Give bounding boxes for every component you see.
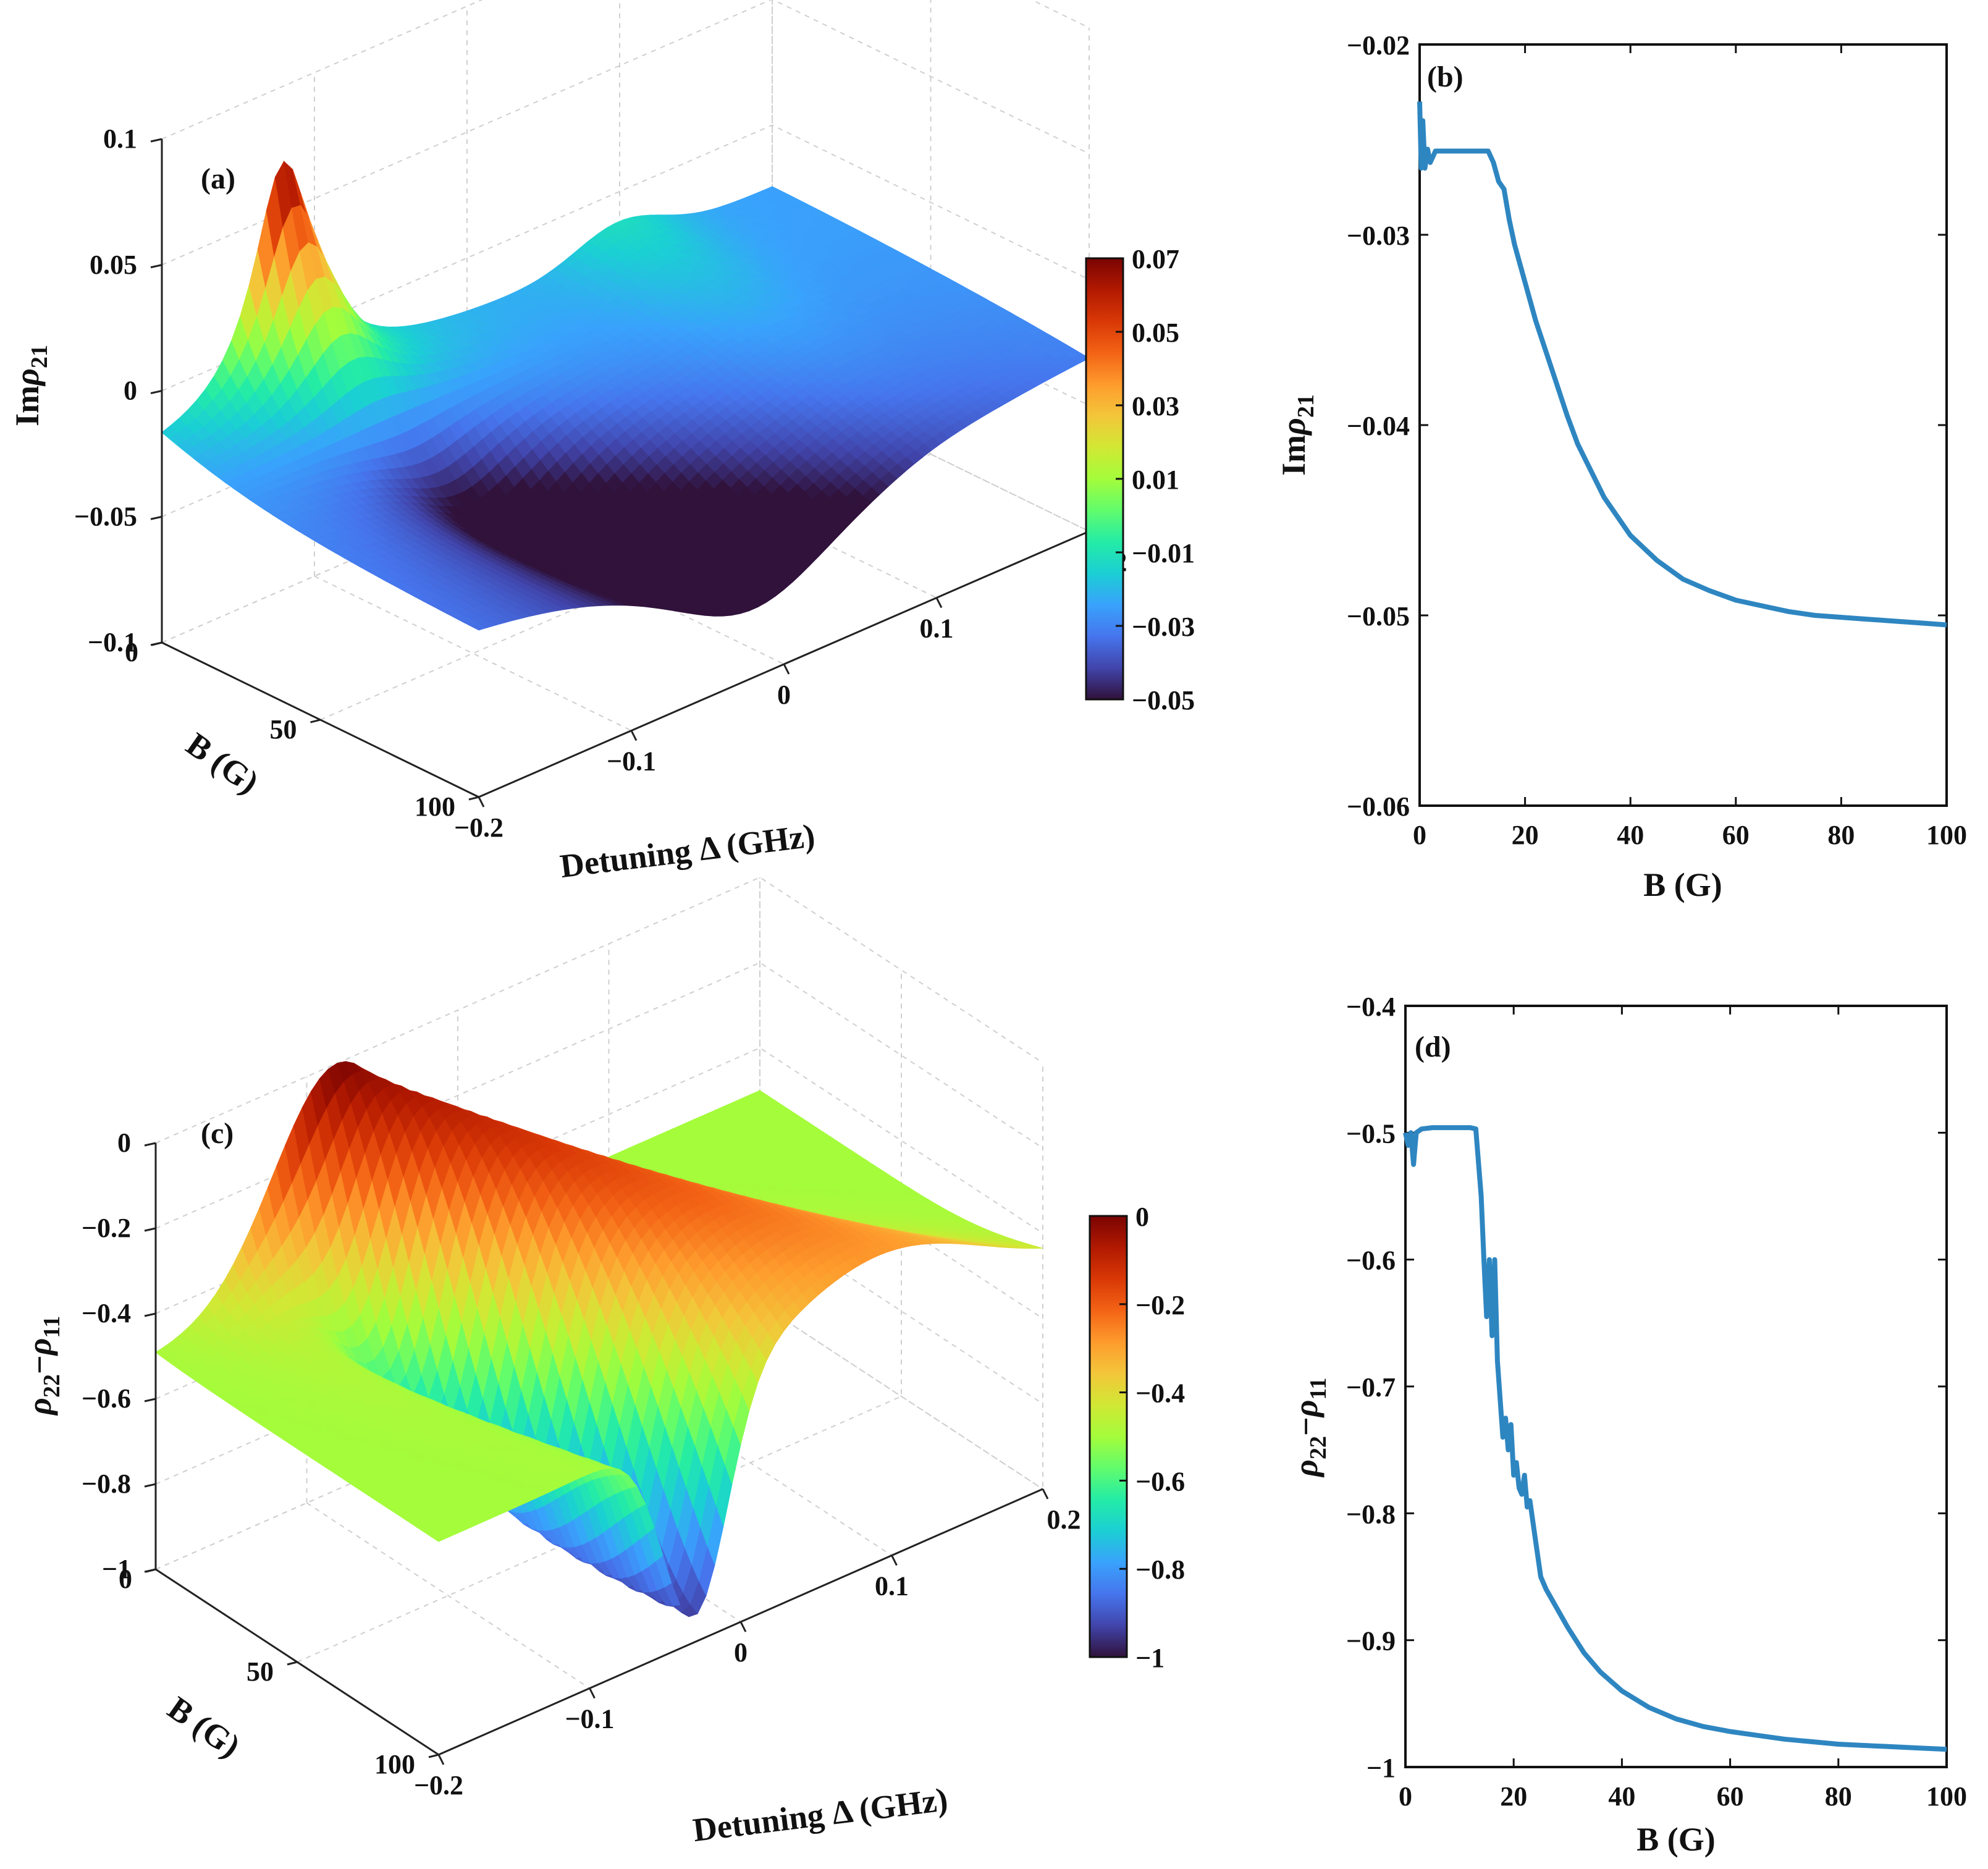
y-tick-mark [468, 796, 479, 801]
panel-b-line-plot: 0 20 40 60 80 100 −0.02 −0.03 −0.04 −0.05 −0.06 (b… [1275, 30, 1967, 903]
panel-a-zlabel-sub: 21 [27, 345, 53, 368]
x-tick-label: 20 [1512, 820, 1539, 850]
panel-b-ylabel-var: ρ [1275, 418, 1312, 436]
z-tick-mark [150, 515, 162, 520]
grid-line [161, 0, 1090, 266]
panel-b-series-line [1417, 101, 1947, 628]
colorbar-tick-label: −0.05 [1132, 685, 1195, 715]
panel-b-xlabel: B (G) [1643, 866, 1722, 903]
y-tick-label: −0.06 [1347, 791, 1410, 822]
panel-a-label: (a) [201, 162, 235, 195]
x-tick-label: −0.1 [607, 746, 656, 777]
x-tick-mark [478, 796, 485, 808]
x-tick-mark [783, 664, 790, 675]
x-tick-mark [935, 597, 943, 609]
panel-a-zlabel: Imρ21 [9, 345, 53, 426]
y-tick-label: 100 [415, 791, 455, 822]
panel-b-frame [1418, 43, 1948, 807]
z-tick-mark [150, 264, 162, 269]
colorbar-tick-label: 0.01 [1132, 465, 1179, 495]
x-tick-label: 60 [1722, 820, 1750, 850]
panel-a-zlabel-var: ρ [9, 368, 46, 387]
panel-b-ylabel: Imρ21 [1275, 394, 1319, 476]
panel-a-xlabel: Detuning Δ (GHz) [558, 817, 817, 885]
x-tick-label: 0 [1413, 820, 1426, 850]
z-tick-label: −0.05 [74, 501, 137, 531]
x-tick-label: 0 [777, 680, 791, 710]
colorbar-tick-label: −0.03 [1132, 612, 1195, 642]
y-tick-label: −0.02 [1347, 30, 1410, 61]
panel-c-surface [155, 1061, 1043, 1618]
colorbar-tick-label: −0.01 [1132, 538, 1195, 568]
panel-a-surface [161, 160, 1090, 631]
y-tick-label: −0.04 [1347, 411, 1410, 441]
z-tick-mark [150, 390, 162, 394]
panel-a-ylabel: B (G) [180, 725, 266, 801]
x-tick-label: 0.1 [920, 614, 954, 644]
colorbar-tick-label: 0.05 [1132, 318, 1179, 348]
panel-b-ylabel-sub: 21 [1293, 394, 1319, 418]
x-tick-mark [630, 730, 638, 741]
y-tick-mark [151, 641, 162, 646]
panel-c-surface-plot: 0−0.2−0.4−0.6−0.8−1050100−0.2−0.100.10.2… [21, 876, 1185, 1849]
z-tick-label: 0 [124, 376, 137, 406]
x-tick-label: 40 [1617, 820, 1644, 850]
x-tick-label: 80 [1827, 820, 1855, 850]
panel-a-colorbar: 0.07 0.05 0.03 0.01 −0.01 −0.03 −0.05 [1085, 244, 1195, 715]
grid-line [161, 0, 1090, 140]
panel-a-zlabel-prefix: Im [9, 386, 46, 426]
z-tick-label: 0.05 [90, 250, 137, 280]
grid-line [155, 876, 1043, 1144]
x-tick-label: −0.2 [454, 812, 503, 843]
y-tick-label: −0.03 [1347, 221, 1410, 251]
y-tick-mark [310, 719, 321, 724]
y-tick-label: 0 [125, 637, 138, 667]
z-tick-mark [150, 138, 162, 143]
colorbar-tick-label: 0.03 [1132, 391, 1179, 421]
y-tick-label: −0.05 [1347, 601, 1410, 631]
panel-b-label: (b) [1427, 61, 1464, 93]
colorbar-tick-label: 0.07 [1132, 244, 1179, 274]
z-tick-label: 0.1 [103, 124, 137, 154]
grid-line [320, 0, 932, 720]
y-tick-label: 50 [270, 714, 297, 745]
grid-line [161, 124, 1090, 392]
x-tick-label: 100 [1926, 820, 1967, 850]
panel-b-ylabel-prefix: Im [1275, 435, 1312, 476]
